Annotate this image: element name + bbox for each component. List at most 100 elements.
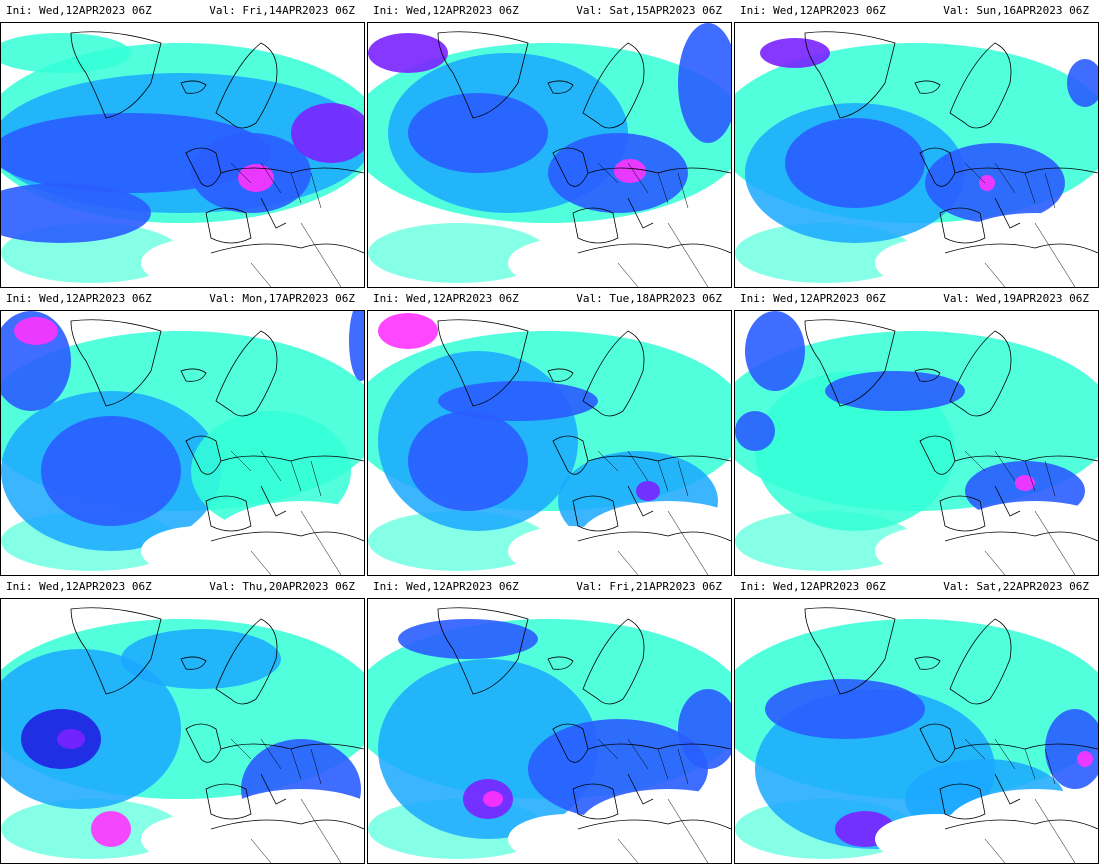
panel-header: Ini: Wed,12APR2023 06Z Val: Thu,20APR202…: [0, 576, 365, 598]
africa-coastline: [944, 531, 1098, 542]
precip-core: [349, 311, 364, 381]
valid-time-label: Val: Thu,20APR2023 06Z: [209, 580, 355, 593]
iceland-coastline: [180, 80, 207, 94]
map-canvas: [735, 607, 1098, 863]
forecast-panel-7: Ini: Wed,12APR2023 06Z Val: Thu,20APR202…: [0, 576, 365, 864]
map-canvas: [368, 607, 731, 863]
forecast-panel-9: Ini: Wed,12APR2023 06Z Val: Sat,22APR202…: [734, 576, 1099, 864]
italy-coastline: [627, 773, 654, 805]
panel-header: Ini: Wed,12APR2023 06Z Val: Sat,15APR202…: [367, 0, 732, 22]
precip-core: [785, 118, 925, 208]
country-borders: [230, 738, 322, 785]
precip-core: [57, 729, 85, 749]
panel-header: Ini: Wed,12APR2023 06Z Val: Sun,16APR202…: [734, 0, 1099, 22]
precip-core: [825, 371, 965, 411]
iberia-coastline: [572, 207, 619, 244]
precip-area: [1, 33, 131, 73]
valid-time-label: Val: Fri,21APR2023 06Z: [576, 580, 722, 593]
greenland-coastline: [804, 31, 896, 119]
forecast-map: [367, 22, 732, 288]
precip-core: [14, 317, 58, 345]
africa-borders: [984, 798, 1076, 863]
greenland-coastline: [804, 607, 896, 695]
italy-coastline: [994, 197, 1021, 229]
precip-core: [614, 159, 646, 183]
scandinavia-coastline: [949, 618, 1012, 705]
precip-core: [979, 175, 995, 191]
precip-core: [398, 619, 538, 659]
country-borders: [597, 738, 689, 785]
forecast-panel-4: Ini: Wed,12APR2023 06Z Val: Mon,17APR202…: [0, 288, 365, 576]
scandinavia-coastline: [215, 618, 278, 705]
africa-coastline: [577, 531, 731, 542]
panel-header: Ini: Wed,12APR2023 06Z Val: Fri,14APR202…: [0, 0, 365, 22]
africa-coastline: [944, 819, 1098, 830]
country-borders: [964, 162, 1056, 209]
africa-coastline: [577, 243, 731, 254]
precip-core: [735, 411, 775, 451]
forecast-map: [734, 598, 1099, 864]
forecast-panel-6: Ini: Wed,12APR2023 06Z Val: Wed,19APR202…: [734, 288, 1099, 576]
scandinavia-coastline: [582, 618, 645, 705]
forecast-panel-8: Ini: Wed,12APR2023 06Z Val: Fri,21APR202…: [367, 576, 732, 864]
iberia-coastline: [205, 495, 252, 532]
iceland-coastline: [914, 80, 941, 94]
italy-coastline: [627, 197, 654, 229]
precip-core: [91, 811, 131, 847]
map-canvas: [735, 311, 1098, 575]
precip-core: [368, 33, 448, 73]
iberia-coastline: [205, 783, 252, 820]
iberia-coastline: [939, 207, 986, 244]
greenland-coastline: [70, 607, 162, 695]
precip-core: [1, 183, 151, 243]
precip-core: [41, 416, 181, 526]
dry-area: [508, 526, 628, 575]
italy-coastline: [994, 773, 1021, 805]
precip-core: [745, 311, 805, 391]
italy-coastline: [994, 485, 1021, 517]
forecast-map: [0, 598, 365, 864]
country-borders: [964, 450, 1056, 497]
iberia-coastline: [939, 495, 986, 532]
italy-coastline: [260, 485, 287, 517]
precip-core: [765, 679, 925, 739]
valid-time-label: Val: Sat,22APR2023 06Z: [943, 580, 1089, 593]
iberia-coastline: [572, 783, 619, 820]
forecast-map: [734, 310, 1099, 576]
iceland-coastline: [180, 656, 207, 670]
valid-time-label: Val: Wed,19APR2023 06Z: [943, 292, 1089, 305]
greenland-coastline: [70, 31, 162, 119]
forecast-map: [367, 598, 732, 864]
africa-coastline: [210, 819, 364, 830]
greenland-coastline: [437, 607, 529, 695]
scandinavia-coastline: [582, 330, 645, 417]
init-time-label: Ini: Wed,12APR2023 06Z: [373, 580, 519, 593]
africa-borders: [617, 798, 709, 863]
dry-area: [141, 814, 261, 863]
precip-core: [678, 689, 731, 769]
italy-coastline: [260, 773, 287, 805]
iceland-coastline: [914, 656, 941, 670]
forecast-map: [734, 22, 1099, 288]
iceland-coastline: [547, 656, 574, 670]
precip-core: [1077, 751, 1093, 767]
greenland-coastline: [804, 319, 896, 407]
africa-borders: [984, 222, 1076, 287]
precip-core: [678, 23, 731, 143]
iceland-coastline: [914, 368, 941, 382]
precip-core: [238, 164, 274, 192]
country-borders: [230, 450, 322, 497]
map-canvas: [1, 607, 364, 863]
valid-time-label: Val: Fri,14APR2023 06Z: [209, 4, 355, 17]
scandinavia-coastline: [949, 42, 1012, 129]
precip-core: [408, 93, 548, 173]
valid-time-label: Val: Tue,18APR2023 06Z: [576, 292, 722, 305]
italy-coastline: [260, 197, 287, 229]
africa-borders: [250, 222, 342, 287]
country-borders: [230, 162, 322, 209]
precip-field-light: [368, 223, 548, 283]
precip-area: [755, 371, 955, 531]
africa-coastline: [577, 819, 731, 830]
africa-borders: [250, 510, 342, 575]
precip-core: [291, 103, 364, 163]
